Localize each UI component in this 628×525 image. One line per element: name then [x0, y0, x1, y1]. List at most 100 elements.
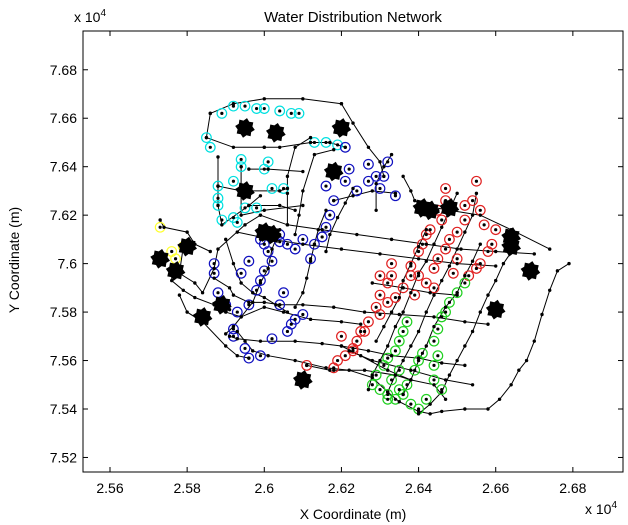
junction-node-33-9 [440, 390, 444, 394]
pipe-18 [217, 306, 361, 325]
green-zone-node-10 [386, 392, 390, 397]
red-zone-node-3 [351, 346, 355, 351]
blue-zone-node-0 [343, 145, 347, 149]
junction-node-30-3 [401, 278, 405, 283]
red-zone-node-10 [389, 274, 394, 278]
yellow-zone-node-0 [158, 225, 162, 229]
yellow-zone-node-1 [170, 249, 174, 254]
junction-node-38-0 [339, 344, 344, 348]
junction-node-38-1 [359, 353, 363, 358]
source-marker-18 [293, 370, 313, 390]
junction-node-22-2 [239, 281, 243, 285]
cyan-zone-marker-4 [239, 100, 251, 112]
red-zone-node-11 [378, 274, 382, 278]
green-zone-marker-7 [401, 316, 413, 328]
junction-node-14-3 [355, 232, 359, 237]
junction-node-14-8 [532, 252, 536, 256]
junction-node-21-21 [548, 288, 552, 292]
junction-node-16-7 [332, 305, 336, 309]
junction-node-3-4 [285, 186, 290, 191]
blue-zone-marker-43 [266, 333, 278, 345]
pipe-7 [286, 137, 311, 225]
green-zone-node-2 [382, 363, 386, 367]
junction-node-1-2 [231, 145, 236, 150]
red-zone-marker-38 [486, 238, 498, 250]
junction-node-12-3 [200, 290, 205, 295]
blue-zone-node-47 [301, 312, 305, 317]
x-tick-label-4: 2.64 [405, 480, 432, 496]
red-zone-node-17 [424, 232, 428, 237]
junction-node-36-2 [393, 373, 398, 377]
junction-node-28-0 [401, 174, 405, 179]
blue-zone-marker-27 [243, 299, 255, 311]
junction-node-14-5 [424, 242, 428, 246]
pipe-2 [340, 103, 385, 177]
blue-zone-node-40 [243, 346, 247, 351]
cyan-zone-node-17 [216, 203, 220, 208]
red-zone-node-52 [432, 286, 436, 290]
junction-node-16-11 [463, 320, 467, 324]
blue-zone-marker-39 [228, 323, 239, 335]
junction-node-23-3 [258, 281, 263, 285]
red-zone-node-1 [335, 358, 340, 363]
junction-node-16-4 [262, 300, 266, 305]
red-zone-marker-24 [440, 243, 451, 255]
red-zone-marker-23 [432, 253, 444, 265]
red-zone-marker-50 [413, 270, 424, 282]
blue-zone-node-13 [328, 213, 332, 217]
junction-node-7-2 [285, 174, 290, 179]
junction-node-16-1 [227, 286, 232, 290]
junction-node-34-1 [470, 259, 475, 263]
blue-zone-node-22 [270, 259, 274, 263]
cyan-zone-node-15 [216, 184, 220, 188]
blue-zone-node-9 [386, 160, 390, 164]
blue-zone-marker-34 [243, 255, 255, 267]
source-marker-13 [177, 236, 197, 257]
blue-zone-node-3 [355, 189, 359, 193]
blue-zone-node-28 [235, 310, 239, 314]
junction-node-14-7 [494, 249, 498, 254]
red-zone-node-5 [362, 329, 367, 334]
red-zone-node-47 [339, 334, 344, 338]
junction-node-16-12 [486, 322, 490, 326]
blue-zone-node-18 [301, 237, 305, 241]
source-marker-17 [192, 307, 213, 327]
source-marker-7 [439, 198, 460, 218]
junction-node-17-2 [258, 339, 263, 343]
blue-zone-marker-10 [390, 190, 401, 202]
cyan-zone-node-8 [289, 111, 293, 115]
red-zone-node-29 [470, 199, 475, 203]
cyan-zone-marker-14 [235, 154, 247, 165]
pipe-0 [210, 98, 342, 114]
green-zone-node-33 [378, 388, 382, 392]
junction-node-32-6 [432, 293, 436, 297]
red-zone-node-28 [463, 203, 467, 208]
junction-node-30-6 [382, 324, 386, 329]
junction-node-7-3 [285, 191, 290, 196]
cyan-zone-marker-12 [332, 139, 343, 151]
blue-zone-node-16 [312, 242, 317, 246]
junction-node-17-1 [235, 337, 239, 341]
red-zone-node-22 [432, 266, 436, 271]
green-zone-marker-24 [428, 359, 440, 371]
junction-node-30-7 [374, 339, 378, 343]
junction-node-26-2 [382, 164, 386, 169]
yellow-zone-node-3 [173, 257, 178, 261]
blue-zone-marker-15 [316, 231, 328, 243]
red-zone-node-32 [455, 257, 459, 261]
junction-node-19-1 [170, 278, 174, 283]
cyan-zone-marker-23 [266, 183, 278, 194]
junction-node-21-7 [370, 375, 374, 380]
junction-node-2-3 [378, 160, 382, 164]
blue-zone-node-44 [285, 329, 290, 334]
junction-node-17-0 [227, 334, 232, 339]
red-zone-marker-2 [339, 350, 351, 362]
junction-node-21-6 [347, 368, 351, 372]
junction-node-32-10 [401, 358, 405, 363]
junction-node-33-2 [494, 278, 498, 283]
red-zone-marker-39 [490, 224, 502, 236]
blue-zone-marker-14 [320, 221, 332, 233]
blue-zone-node-4 [324, 184, 328, 188]
green-zone-node-6 [401, 329, 405, 334]
blue-zone-node-46 [293, 317, 297, 321]
